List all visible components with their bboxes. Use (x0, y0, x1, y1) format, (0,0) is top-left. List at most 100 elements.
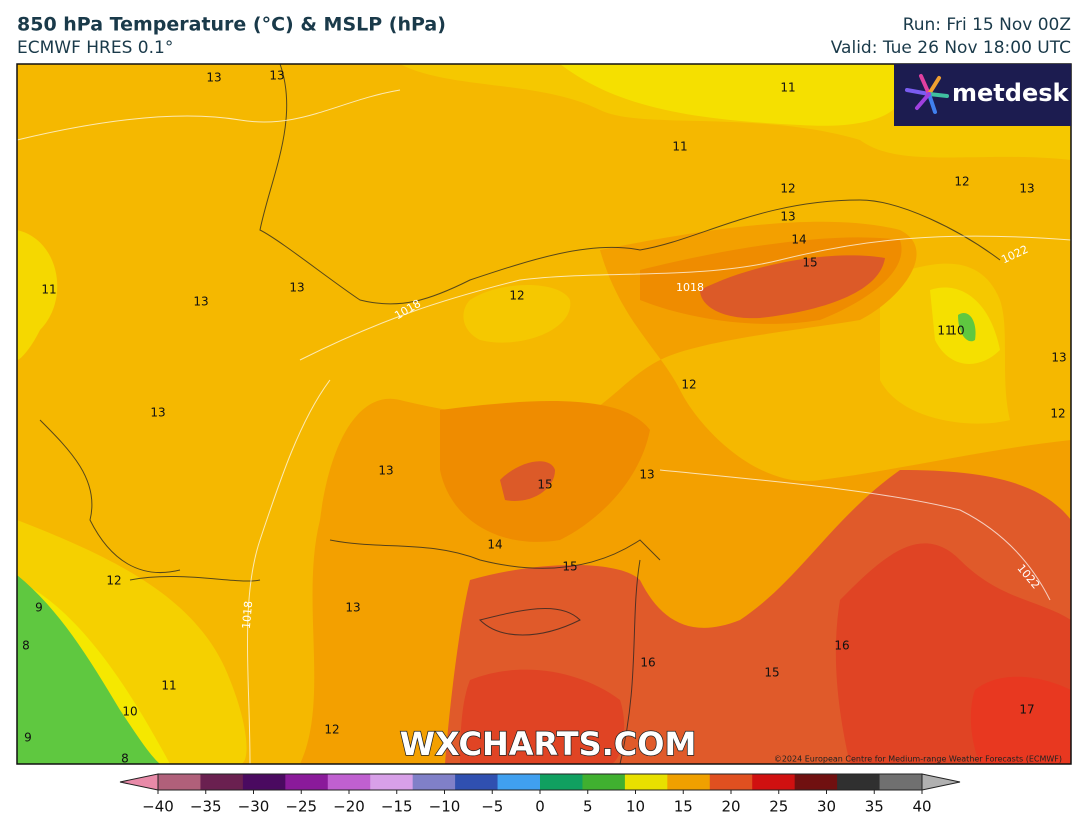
colorbar-segment (624, 774, 668, 790)
colorbar-tick-label: 40 (912, 798, 931, 816)
isobar-label: 1018 (676, 281, 704, 294)
temperature-contour-label: 14 (487, 538, 502, 552)
temperature-contour-label: 12 (1050, 407, 1065, 421)
colorbar-segment (752, 774, 796, 790)
colorbar-segment (285, 774, 329, 790)
temperature-contour-label: 14 (791, 233, 806, 247)
title: 850 hPa Temperature (°C) & MSLP (hPa) (17, 14, 446, 36)
temperature-contour-label: 8 (22, 639, 30, 653)
logo-box: metdesk (894, 64, 1071, 126)
temperature-contour-label: 10 (122, 705, 137, 719)
temperature-contour-label: 13 (639, 468, 654, 482)
colorbar-tick-label: 15 (674, 798, 693, 816)
valid-label: Valid: Tue 26 Nov 18:00 UTC (831, 38, 1071, 58)
temperature-contour-label: 11 (937, 324, 952, 338)
temperature-contour-label: 13 (193, 295, 208, 309)
isobar-label: 1018 (240, 600, 255, 629)
temperature-contour-label: 13 (1019, 182, 1034, 196)
colorbar-tick-label: −20 (333, 798, 365, 816)
colorbar-segment (709, 774, 753, 790)
temperature-contour-label: 12 (509, 289, 524, 303)
temp-field (958, 312, 976, 342)
temperature-contour-label: 16 (834, 639, 849, 653)
colorbar-tick-label: 25 (769, 798, 788, 816)
colorbar-tick-label: 10 (626, 798, 645, 816)
colorbar-segment (200, 774, 244, 790)
colorbar-tick-label: −40 (142, 798, 174, 816)
colorbar-segment (879, 774, 923, 790)
colorbar-segment (582, 774, 626, 790)
temperature-contour-label: 13 (780, 210, 795, 224)
colorbar-tick-label: 20 (721, 798, 740, 816)
colorbar-segment (455, 774, 499, 790)
colorbar-tick-label: −30 (238, 798, 270, 816)
colorbar-tick-label: 30 (817, 798, 836, 816)
colorbar-segment (242, 774, 286, 790)
temperature-contour-label: 12 (681, 378, 696, 392)
temperature-contour-label: 15 (764, 666, 779, 680)
colorbar-tick-label: 35 (865, 798, 884, 816)
temperature-contour-label: 13 (206, 71, 221, 85)
temperature-contour-label: 13 (378, 464, 393, 478)
colorbar-segment (158, 774, 201, 790)
temperature-contour-label: 13 (289, 281, 304, 295)
colorbar-arrow (921, 773, 961, 791)
temperature-contour-label: 12 (324, 723, 339, 737)
colorbar-segment (497, 774, 541, 790)
colorbar-segment (837, 774, 881, 790)
temperature-contour-label: 12 (954, 175, 969, 189)
temperature-contour-label: 9 (35, 601, 43, 615)
credit: ©2024 European Centre for Medium-range W… (774, 755, 1062, 764)
temperature-contour-label: 8 (121, 752, 129, 766)
temp-field (463, 285, 571, 343)
temp-field (560, 64, 906, 126)
subtitle: ECMWF HRES 0.1° (17, 38, 173, 58)
map-frame (16, 63, 1072, 765)
temperature-contour-label: 15 (537, 478, 552, 492)
temp-field (460, 669, 625, 764)
colorbar-tick-label: −35 (190, 798, 222, 816)
temp-field (17, 230, 58, 360)
isobars (17, 89, 1071, 764)
colorbar: −40 −35 −30 −25 −20 −15 −10 −5 0 5 10 15 20 25 30 35 40 (119, 773, 961, 816)
temperature-contour-label: 12 (780, 182, 795, 196)
colorbar-tick-label: −15 (381, 798, 413, 816)
colorbar-segment (667, 774, 711, 790)
logo-text: metdesk (952, 79, 1070, 107)
colorbar-arrow (119, 773, 159, 791)
temperature-contour-label: 13 (269, 69, 284, 83)
temperature-contour-label: 11 (41, 283, 56, 297)
temp-field (17, 575, 160, 764)
temperature-contour-label: 11 (672, 140, 687, 154)
map (17, 64, 1071, 764)
colorbar-tick-label: −5 (481, 798, 503, 816)
temperature-contour-label: 16 (640, 656, 655, 670)
temperature-contour-label: 17 (1019, 703, 1034, 717)
temp-field (700, 255, 885, 319)
logo-icon (905, 74, 949, 114)
temperature-contour-label: 13 (345, 601, 360, 615)
colorbar-segment (370, 774, 414, 790)
temperature-contour-label: 10 (949, 324, 964, 338)
run-label: Run: Fri 15 Nov 00Z (903, 15, 1071, 35)
colorbar-segment (327, 774, 371, 790)
colorbar-segment (412, 774, 456, 790)
coastlines (39, 64, 1001, 764)
colorbar-tick-label: −10 (429, 798, 461, 816)
colorbar-tick-label: −25 (285, 798, 317, 816)
temp-field (970, 676, 1071, 764)
temp-field (500, 461, 555, 501)
watermark: WXCHARTS.COM (400, 725, 697, 763)
temperature-contour-label: 9 (24, 731, 32, 745)
temperature-contour-label: 11 (161, 679, 176, 693)
temperature-contour-label: 13 (1051, 351, 1066, 365)
temperature-contour-label: 15 (802, 256, 817, 270)
temperature-contour-label: 11 (780, 81, 795, 95)
colorbar-tick-label: 0 (535, 798, 545, 816)
temperature-contour-label: 15 (562, 560, 577, 574)
temperature-contour-label: 13 (150, 406, 165, 420)
colorbar-tick-label: 5 (583, 798, 593, 816)
